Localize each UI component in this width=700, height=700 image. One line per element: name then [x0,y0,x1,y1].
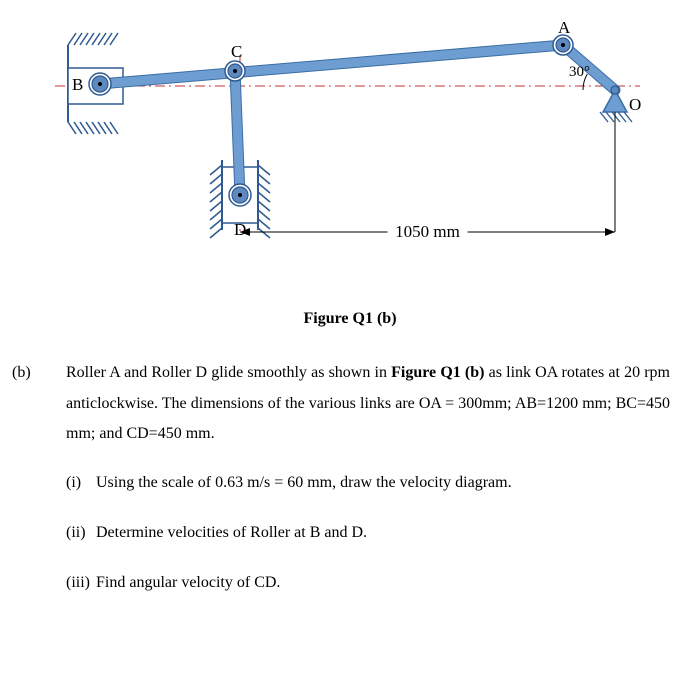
sub-i-text: Using the scale of 0.63 m/s = 60 mm, dra… [96,474,512,491]
sub-i: (i) Using the scale of 0.63 m/s = 60 mm,… [66,468,670,498]
svg-text:30°: 30° [569,64,590,80]
sub-ii-label: (ii) [66,518,86,548]
svg-text:C: C [231,42,242,61]
sub-iii-text: Find angular velocity of CD. [96,574,280,591]
question-body: (b) Roller A and Roller D glide smoothly… [0,358,700,598]
svg-text:A: A [558,18,571,37]
figure-caption: Figure Q1 (b) [0,304,700,334]
svg-text:D: D [234,220,246,239]
sub-i-label: (i) [66,468,81,498]
part-label: (b) [12,358,31,388]
svg-text:1050 mm: 1050 mm [395,222,460,241]
sub-iii-label: (iii) [66,568,90,598]
figure-ref: Figure Q1 (b) [391,364,484,381]
figure-q1b: 1050 mm A B C D O 30° [0,0,700,300]
sub-iii: (iii) Find angular velocity of CD. [66,568,670,598]
sub-ii-text: Determine velocities of Roller at B and … [96,524,367,541]
sub-ii: (ii) Determine velocities of Roller at B… [66,518,670,548]
mechanism-svg: 1050 mm A B C D O 30° [0,0,700,260]
intro-paragraph: Roller A and Roller D glide smoothly as … [66,358,670,449]
svg-text:O: O [629,95,641,114]
svg-text:B: B [72,75,83,94]
